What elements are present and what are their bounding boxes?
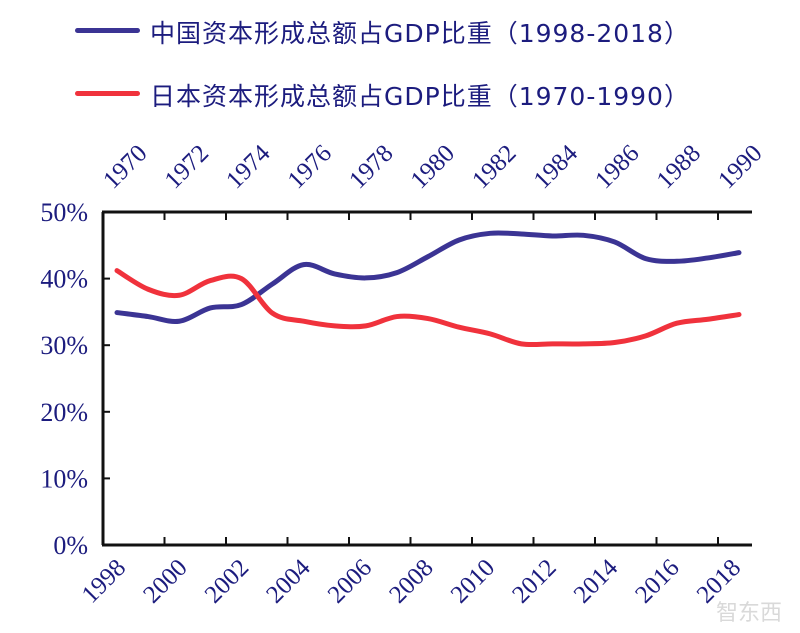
x-top-tick-label: 1970 (98, 140, 152, 194)
legend-swatch-china (75, 28, 140, 33)
x-top-tick-label: 1980 (406, 140, 460, 194)
x-top-tick-label: 1990 (713, 140, 767, 194)
x-top-tick-label: 1986 (590, 140, 644, 194)
series-line-china (114, 230, 742, 324)
y-tick-label: 40% (40, 265, 88, 294)
x-top-tick-label: 1972 (160, 140, 214, 194)
y-tick-label: 30% (40, 331, 88, 360)
x-bottom-tick-label: 2002 (200, 554, 254, 608)
x-bottom-tick-label: 2012 (507, 554, 561, 608)
x-top-tick-label: 1978 (344, 140, 398, 194)
x-top-tick-label: 1982 (467, 140, 521, 194)
x-bottom-tick-label: 1998 (77, 554, 131, 608)
x-bottom-tick-label: 2010 (446, 554, 500, 608)
y-tick-label: 10% (40, 464, 88, 493)
x-bottom-tick-label: 2008 (384, 554, 438, 608)
x-top-tick-label: 1974 (221, 139, 276, 194)
legend-label-china: 中国资本形成总额占GDP比重（1998-2018） (150, 19, 690, 48)
legend-swatch-japan (75, 91, 140, 96)
y-tick-label: 20% (40, 398, 88, 427)
x-top-tick-label: 1988 (652, 140, 706, 194)
x-top-tick-label: 1984 (529, 139, 584, 194)
watermark-logo: 智东西 (715, 601, 782, 626)
x-bottom-tick-label: 2006 (323, 554, 377, 608)
x-top-tick-label: 1976 (283, 140, 337, 194)
x-bottom-tick-label: 2004 (261, 554, 316, 609)
x-bottom-tick-label: 2016 (630, 554, 684, 608)
x-bottom-tick-label: 2014 (569, 554, 624, 609)
x-bottom-tick-label: 2000 (138, 554, 192, 608)
y-tick-label: 0% (53, 531, 88, 560)
legend-label-japan: 日本资本形成总额占GDP比重（1970-1990） (150, 82, 690, 111)
y-tick-label: 50% (40, 198, 88, 227)
